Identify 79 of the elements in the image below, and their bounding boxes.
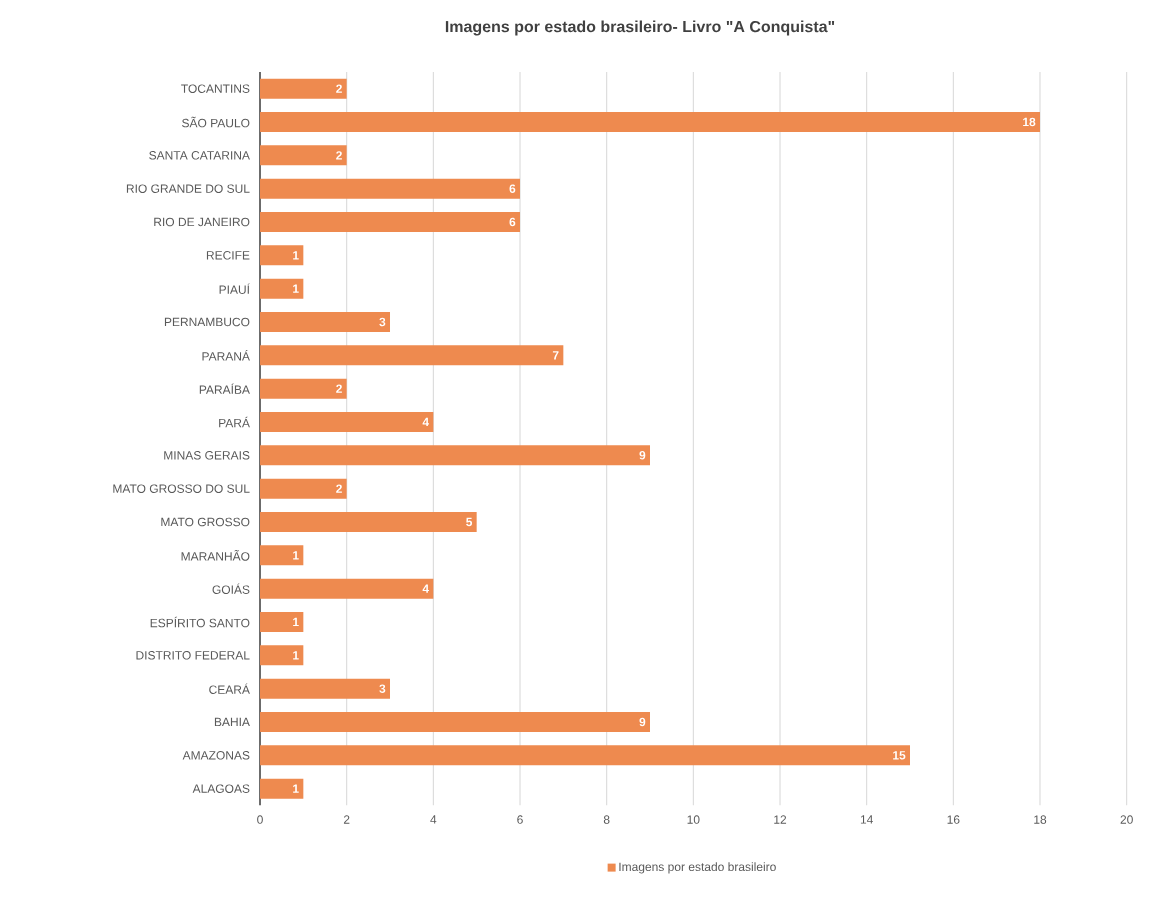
data-label: 1	[293, 251, 299, 260]
data-label: 1	[293, 784, 299, 793]
x-tick-label: 12	[774, 815, 787, 824]
data-label: 2	[336, 150, 342, 160]
x-tick-label: 14	[860, 815, 873, 824]
y-tick-label: ALAGOAS	[192, 784, 250, 793]
data-label: 3	[379, 684, 386, 693]
bar	[260, 645, 304, 666]
y-tick-label: PARANÁ	[202, 349, 250, 361]
chart-title: Imagens por estado brasileiro- Livro "A Conquista"	[445, 20, 835, 36]
data-label: 7	[552, 351, 559, 360]
bar	[260, 478, 347, 499]
bar	[260, 678, 391, 699]
bar	[260, 545, 304, 566]
data-label: 1	[293, 551, 299, 560]
bar	[260, 278, 304, 299]
y-tick-label: SANTA CATARINA	[149, 150, 250, 160]
y-tick-label: MATO GROSSO DO SUL	[113, 484, 250, 493]
data-label: 1	[293, 651, 299, 660]
bar	[260, 211, 520, 232]
data-label: 2	[336, 384, 342, 393]
bar	[260, 78, 347, 99]
x-tick-label: 4	[430, 815, 437, 824]
y-tick-label: GOIÁS	[212, 583, 250, 594]
data-label: 6	[509, 217, 516, 227]
x-tick-label: 0	[257, 815, 263, 824]
bar	[260, 245, 304, 266]
x-tick-label: 16	[947, 815, 960, 824]
y-tick-label: PERNAMBUCO	[164, 317, 250, 327]
data-label: 9	[639, 717, 646, 727]
y-tick-label: PARÁ	[219, 416, 250, 428]
bar	[260, 511, 477, 532]
y-tick-label: BAHIA	[214, 717, 250, 726]
bar	[260, 745, 910, 766]
data-label: 2	[336, 484, 342, 493]
bar	[260, 311, 391, 332]
y-tick-label: SÃO PAULO	[182, 116, 250, 128]
data-label: 15	[893, 750, 906, 760]
y-tick-label: RIO DE JANEIRO	[154, 217, 250, 227]
x-tick-label: 2	[343, 815, 350, 824]
bar	[260, 445, 650, 466]
data-label: 3	[379, 317, 386, 327]
bar	[260, 145, 347, 166]
data-label: 4	[422, 417, 429, 426]
legend-label: Imagens por estado brasileiro	[619, 862, 776, 874]
bar	[260, 111, 1040, 132]
y-tick-label: AMAZONAS	[182, 750, 250, 760]
x-tick-label: 10	[687, 815, 700, 824]
x-tick-label: 18	[1034, 815, 1047, 824]
data-label: 9	[639, 450, 646, 460]
y-tick-label: RIO GRANDE DO SUL	[126, 184, 250, 193]
data-label: 6	[509, 184, 516, 193]
x-tick-label: 8	[603, 815, 610, 824]
bar	[260, 611, 304, 632]
bar	[260, 378, 347, 399]
y-tick-label: MARANHÃO	[181, 549, 250, 561]
y-tick-label: PARAÍBA	[199, 383, 250, 394]
y-tick-label: ESPÍRITO SANTO	[150, 616, 250, 628]
data-label: 2	[336, 84, 342, 93]
bar	[260, 578, 434, 599]
y-tick-label: TOCANTINS	[181, 84, 250, 93]
data-label: 1	[293, 284, 299, 293]
data-label: 18	[1023, 117, 1036, 127]
y-tick-label: MATO GROSSO	[161, 517, 250, 527]
y-tick-label: PIAUÍ	[219, 283, 250, 294]
y-tick-label: MINAS GERAIS	[164, 450, 250, 460]
data-label: 1	[293, 617, 299, 626]
bar	[260, 778, 304, 799]
y-tick-label: DISTRITO FEDERAL	[136, 650, 250, 660]
bar	[260, 345, 564, 366]
x-tick-label: 6	[517, 815, 523, 824]
x-tick-label: 20	[1120, 815, 1133, 824]
data-label: 5	[466, 517, 473, 527]
bar	[260, 411, 434, 432]
data-label: 4	[422, 584, 429, 593]
y-tick-label: RECIFE	[206, 250, 250, 260]
y-tick-label: CEARÁ	[209, 683, 250, 694]
bar	[260, 711, 650, 732]
bar	[260, 178, 520, 199]
